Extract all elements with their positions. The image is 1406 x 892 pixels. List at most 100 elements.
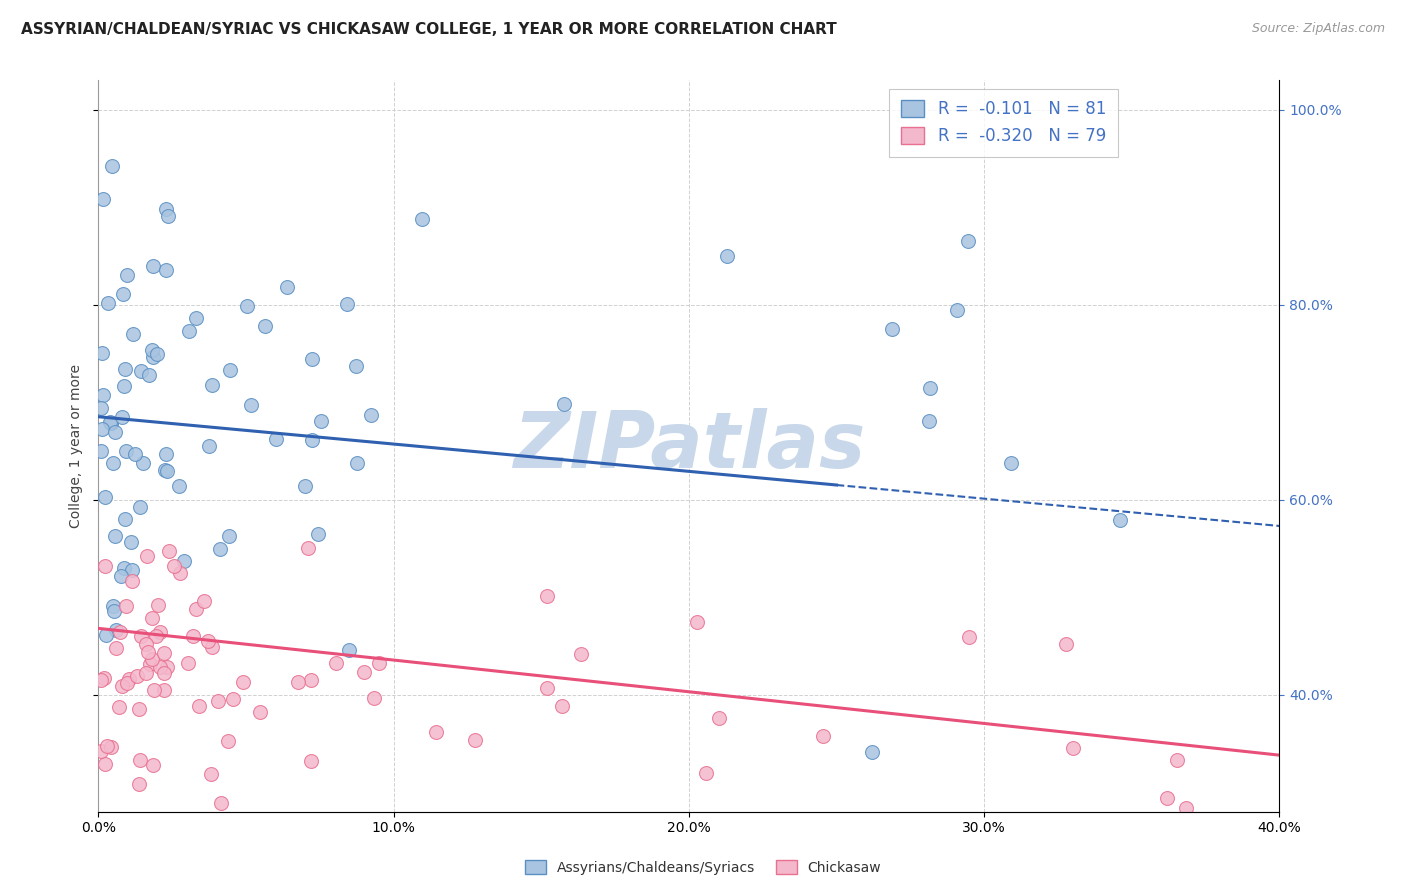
Point [1000,456,1022,470]
Point [90,345,112,359]
Point [132,456,155,470]
Point [253,318,276,333]
Point [209,542,232,557]
Point [155,262,177,277]
Point [156,464,179,478]
Point [945,302,967,317]
Point [553,397,575,411]
Point [1109,513,1132,527]
Point [105,623,128,637]
Point [129,364,152,378]
Point [120,535,142,549]
Point [136,645,159,659]
Point [236,299,259,313]
Point [716,249,738,263]
Point [299,673,322,687]
Point [115,676,138,690]
Point [145,629,167,643]
Point [163,559,186,574]
Point [249,705,271,719]
Point [135,637,157,651]
Point [100,416,122,430]
Text: ASSYRIAN/CHALDEAN/SYRIAC VS CHICKASAW COLLEGE, 1 YEAR OR MORE CORRELATION CHART: ASSYRIAN/CHALDEAN/SYRIAC VS CHICKASAW CO… [21,22,837,37]
Point [94,490,117,504]
Point [169,566,191,580]
Point [104,529,127,543]
Point [297,541,319,555]
Point [124,447,146,461]
Point [221,691,243,706]
Point [186,602,208,616]
Point [287,675,309,690]
Point [536,589,558,603]
Point [156,660,179,674]
Point [920,381,942,395]
Point [360,408,382,422]
Point [155,447,177,461]
Point [200,767,222,781]
Point [117,672,139,686]
Point [94,628,117,642]
Point [103,425,125,440]
Point [142,757,165,772]
Point [146,347,169,361]
Point [115,599,138,613]
Point [325,657,347,671]
Point [149,660,172,674]
Point [141,611,163,625]
Point [153,463,176,477]
Point [135,666,157,681]
Point [813,729,835,743]
Point [232,675,254,690]
Point [141,343,163,357]
Point [128,754,150,768]
Point [217,734,239,748]
Point [1175,801,1198,815]
Text: ZIPatlas: ZIPatlas [513,408,865,484]
Point [157,209,180,223]
Point [90,673,112,688]
Point [157,543,180,558]
Point [90,422,112,436]
Point [110,679,132,693]
Point [337,642,360,657]
Point [125,668,148,682]
Point [411,212,433,227]
Point [148,598,170,612]
Point [94,558,117,573]
Point [108,625,131,640]
Point [276,280,298,294]
Point [142,351,165,365]
Point [121,563,143,577]
Point [344,359,367,373]
Point [294,479,316,493]
Point [957,235,980,249]
Legend: Assyrians/Chaldeans/Syriacs, Chickasaw: Assyrians/Chaldeans/Syriacs, Chickasaw [519,855,887,880]
Point [100,416,122,430]
Point [193,594,215,608]
Point [218,529,240,543]
Point [103,604,125,618]
Point [143,683,166,698]
Legend: R =  -0.101   N = 81, R =  -0.320   N = 79: R = -0.101 N = 81, R = -0.320 N = 79 [889,88,1118,157]
Point [309,414,332,428]
Point [301,433,323,447]
Point [536,681,558,695]
Point [117,268,139,282]
Point [173,554,195,568]
Point [129,629,152,643]
Point [464,733,486,747]
Point [128,702,150,716]
Point [91,192,114,206]
Point [353,665,375,680]
Point [111,410,134,425]
Point [141,652,163,666]
Point [188,698,211,713]
Point [93,671,115,685]
Point [105,641,128,656]
Point [90,743,112,757]
Point [101,159,124,173]
Y-axis label: College, 1 year or more: College, 1 year or more [69,364,83,528]
Point [264,432,287,446]
Point [184,311,207,326]
